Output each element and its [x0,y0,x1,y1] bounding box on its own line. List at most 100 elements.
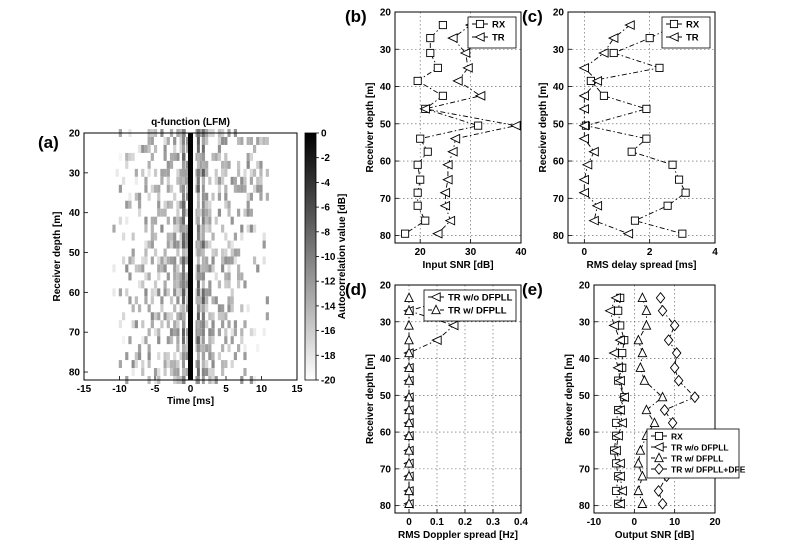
heatmap-cell [185,232,190,241]
heatmap-cell [227,208,231,217]
heatmap-cell [166,176,170,185]
heatmap-cell [157,328,161,337]
legend-marker [654,452,664,463]
heatmap-cell [196,360,200,369]
heatmap-cell [221,248,225,257]
heatmap-cell [160,176,164,185]
data-point [448,320,459,331]
data-point [404,444,414,455]
heatmap-cell [237,280,241,289]
data-point [578,174,589,185]
legend-entry: TR w/ DFPLL [671,454,723,464]
heatmap-cell [147,160,151,169]
heatmap-cells [112,129,269,384]
heatmap-cell [169,184,174,193]
data-point [616,486,627,496]
heatmap-cell [211,256,215,265]
heatmap-cell [181,232,185,241]
x-tick-label: 0.2 [458,517,472,528]
data-point [401,229,410,238]
heatmap-cell [166,200,170,209]
heatmap-cell [205,368,209,377]
y-tick-label: 70 [380,194,392,205]
heatmap-cell [179,256,183,265]
x-tick-label: 0 [632,517,638,528]
heatmap-cell [240,328,244,337]
heatmap-cell [230,296,234,305]
heatmap-cell [176,264,180,273]
series-line [404,24,480,235]
data-point [578,120,589,131]
heatmap-cell [243,184,247,193]
heatmap-cell [173,272,177,281]
heatmap-cell [211,264,215,273]
heatmap-cell [141,264,145,273]
heatmap-cell [169,312,174,321]
data-point [404,334,414,345]
plot-frame [567,11,716,244]
heatmap-cell [173,216,177,225]
heatmap-cell [160,256,164,265]
data-point [614,375,625,386]
heatmap-cell [224,160,228,169]
heatmap-cell [169,152,174,161]
heatmap-cell [217,352,222,361]
heatmap-cell [252,224,257,233]
heatmap-cell [243,176,247,185]
series-line [609,297,625,504]
heatmap-cell [221,224,225,233]
heatmap-cell [157,264,161,273]
heatmap-cell [198,264,202,273]
colorbar-tick-label: -6 [321,203,330,214]
heatmap-cell [211,352,215,361]
data-point [610,292,621,303]
heatmap-cell [181,152,185,161]
heatmap-cell [243,168,247,177]
heatmap-cell [201,176,205,185]
data-point [404,417,414,428]
series-line [637,297,664,504]
heatmap-cell [147,168,151,177]
data-point [404,470,414,481]
heatmap-cell [181,192,185,201]
heatmap-cell [196,240,200,249]
heatmap-cell [169,256,174,265]
heatmap-cell [179,216,183,225]
data-point [413,160,422,169]
heatmap-cell [237,344,241,353]
heatmap-cell [205,296,209,305]
heatmap-cell [181,320,185,329]
y-tick-label: 40 [380,354,392,365]
heatmap-cell [163,288,167,297]
heatmap-cell [150,216,154,225]
data-point [608,320,619,331]
heatmap-cell [211,312,215,321]
heatmap-cell [233,320,238,329]
heatmap-cell [185,176,190,185]
heatmap-cell [211,248,215,257]
heatmap-cell [208,328,212,337]
heatmap-cell [246,192,250,201]
heatmap-cell [144,288,148,297]
heatmap-cell [205,208,209,217]
heatmap-cell [198,152,202,161]
heatmap-cell [249,176,253,185]
data-point [438,91,447,100]
heatmap-cell [153,184,158,193]
colorbar-tick-label: -10 [321,252,336,263]
heatmap-cell [201,200,205,209]
y-tick-label: 30 [380,317,392,328]
legend-entry: TR [492,33,505,44]
heatmap-cell [198,288,202,297]
legend-entry: TR w/o DFPLL [448,293,513,304]
data-point [419,103,430,114]
heatmap-cell [173,352,177,361]
heatmap-cell [166,240,170,249]
heatmap-cell [214,272,218,281]
heatmap-cell [121,336,126,345]
series-tr [419,20,521,239]
y-tick-label: 70 [579,464,591,475]
x-tick-label: -15 [77,384,92,395]
legend-marker [431,304,441,315]
heatmap-cell [144,248,148,257]
